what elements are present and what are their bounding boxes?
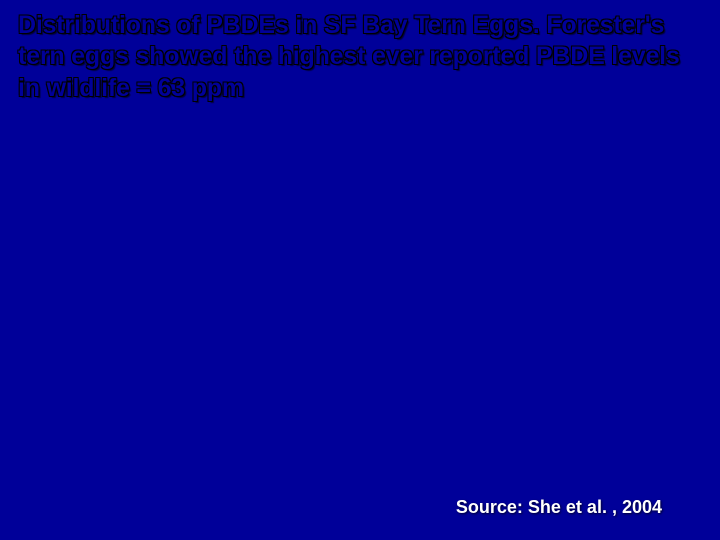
slide-title: Distributions of PBDEs in SF Bay Tern Eg… — [18, 10, 702, 104]
source-citation: Source: She et al. , 2004 — [456, 497, 662, 518]
